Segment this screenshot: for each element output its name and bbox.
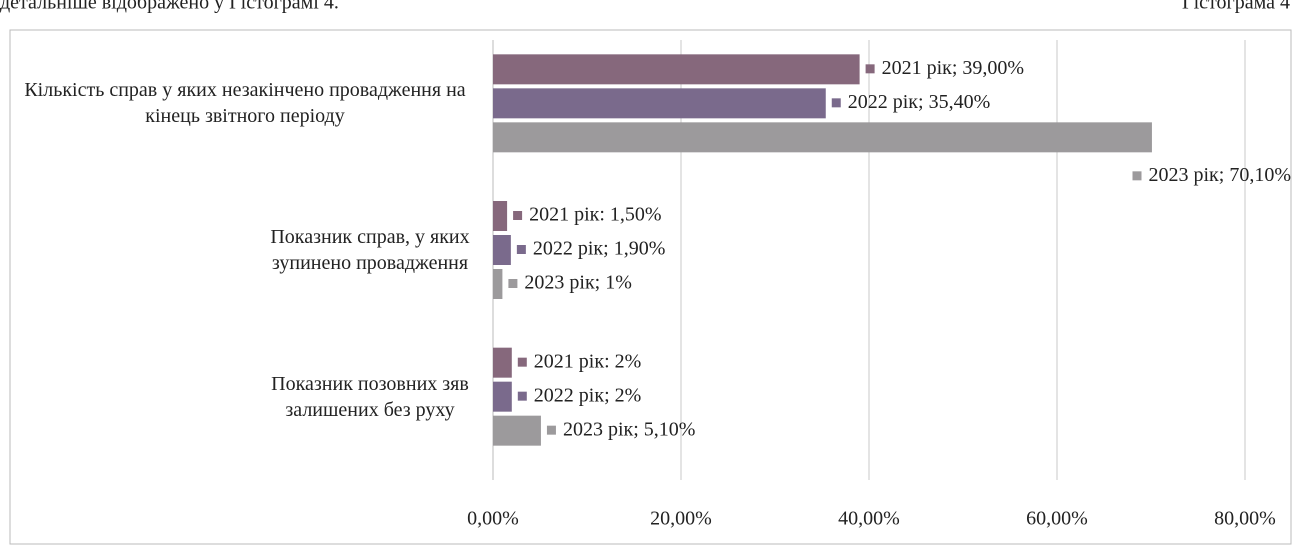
data-label: 2023 рік; 5,10% bbox=[563, 418, 696, 440]
bar bbox=[493, 88, 826, 119]
data-label: 2022 рік; 35,40% bbox=[848, 91, 991, 113]
data-label: 2021 рік: 2% bbox=[534, 350, 642, 372]
bar bbox=[493, 54, 860, 85]
legend-key bbox=[517, 357, 527, 367]
legend-key bbox=[1132, 171, 1142, 181]
caption: Гістограма 4 bbox=[1182, 0, 1290, 14]
chart-frame bbox=[9, 29, 1292, 545]
x-tick-label: 0,00% bbox=[467, 508, 519, 530]
caption: детальніше відображено у Гістограмі 4. bbox=[0, 0, 339, 14]
data-label: 2022 рік; 2% bbox=[534, 384, 642, 406]
bar bbox=[493, 269, 503, 299]
data-label: 2022 рік; 1,90% bbox=[533, 238, 666, 260]
y-tick-label: Кількість справ у яких незакінчено прова… bbox=[24, 79, 466, 128]
bar bbox=[493, 381, 512, 412]
legend-key bbox=[513, 211, 523, 220]
legend-key bbox=[831, 98, 841, 108]
legend-key bbox=[517, 391, 527, 401]
bar bbox=[493, 201, 508, 231]
legend-key bbox=[508, 279, 518, 288]
legend-key bbox=[546, 425, 556, 435]
legend-key bbox=[516, 245, 526, 254]
data-label: 2021 рік: 1,50% bbox=[529, 204, 662, 226]
x-tick-label: 40,00% bbox=[838, 508, 900, 530]
x-tick-label: 80,00% bbox=[1214, 508, 1276, 530]
x-tick-label: 60,00% bbox=[1026, 508, 1088, 530]
bar bbox=[493, 235, 511, 265]
data-label: 2023 рік; 1% bbox=[524, 272, 632, 294]
bar bbox=[493, 122, 1152, 153]
bar bbox=[493, 347, 512, 378]
y-tick-label: Показник справ, у яких зупинено провадже… bbox=[270, 226, 470, 274]
legend-key bbox=[865, 64, 875, 74]
data-label: 2021 рік; 39,00% bbox=[882, 57, 1025, 79]
x-tick-label: 20,00% bbox=[650, 508, 712, 530]
y-tick-label: Показник позовних зяв залишених без руху bbox=[271, 372, 469, 421]
data-label: 2023 рік; 70,10% bbox=[1149, 164, 1292, 186]
bar bbox=[493, 415, 541, 446]
